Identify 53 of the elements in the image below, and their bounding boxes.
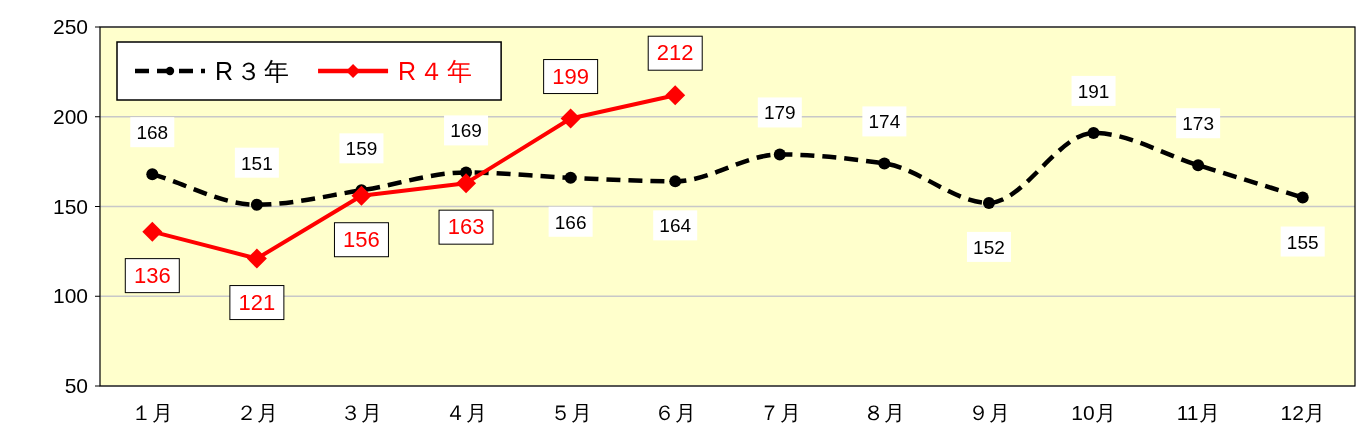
y-tick-label: 100	[52, 284, 88, 308]
point	[1296, 191, 1309, 204]
x-tick-label: 10月	[1071, 401, 1116, 424]
point	[878, 157, 891, 170]
data-label: 199	[552, 63, 589, 89]
point	[142, 221, 163, 242]
point	[351, 185, 372, 206]
data-label: 159	[345, 138, 378, 160]
x-tick-label: ６月	[654, 401, 697, 424]
x-tick-label: ８月	[863, 401, 906, 424]
data-label: 136	[133, 262, 171, 288]
data-label: 164	[659, 215, 692, 237]
data-label: 174	[868, 111, 901, 133]
data-label: 163	[447, 214, 485, 240]
point	[146, 168, 159, 181]
data-label: 151	[241, 152, 273, 174]
x-tick-label: ４月	[445, 401, 488, 424]
data-label: 156	[343, 226, 380, 252]
y-tick-label: 250	[52, 15, 88, 38]
data-label: 152	[973, 236, 1005, 258]
data-label: 166	[554, 211, 587, 233]
data-label: 168	[136, 122, 169, 144]
data-label: 191	[1077, 80, 1110, 102]
data-label: 169	[450, 120, 482, 142]
point	[246, 248, 267, 269]
x-tick-label: ７月	[758, 401, 801, 424]
data-label: 173	[1182, 113, 1214, 135]
data-label: 212	[656, 40, 694, 66]
x-tick-label: ９月	[967, 401, 1010, 424]
data-label: 155	[1286, 231, 1319, 253]
x-tick-label: ５月	[549, 401, 592, 424]
x-tick-label: １月	[131, 401, 174, 424]
legend-label: R４年	[398, 57, 476, 85]
y-tick-label: 200	[52, 104, 88, 128]
point	[560, 108, 581, 129]
legend-label: R３年	[215, 57, 293, 85]
point	[1192, 159, 1205, 172]
data-label: 179	[763, 102, 796, 124]
data-label: 121	[238, 289, 276, 315]
point	[1087, 126, 1100, 139]
y-tick-label: 150	[52, 194, 88, 218]
x-tick-label: 11月	[1176, 401, 1220, 424]
point	[773, 148, 786, 161]
point	[982, 196, 995, 209]
x-tick-label: ３月	[340, 401, 383, 424]
x-tick-label: 12月	[1280, 401, 1325, 424]
point	[250, 198, 263, 211]
point	[665, 85, 686, 106]
point	[456, 173, 477, 194]
point	[564, 171, 577, 184]
x-tick-label: ２月	[235, 401, 278, 424]
y-tick-label: 50	[64, 374, 88, 397]
point	[669, 175, 682, 188]
